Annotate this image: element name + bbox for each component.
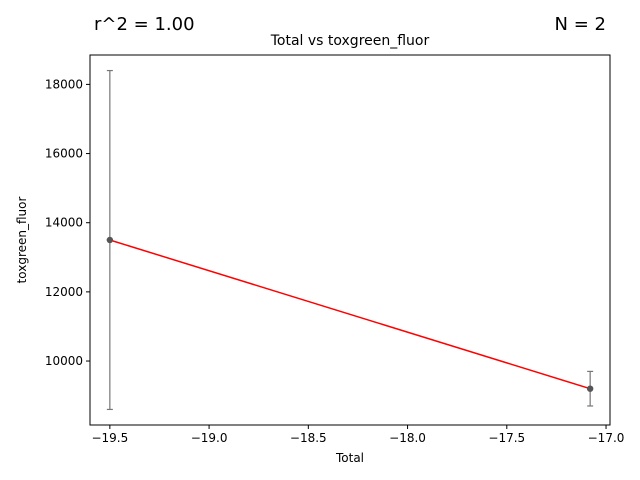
data-point-1 [586,385,594,392]
data-point-0 [106,236,114,244]
x-tick-label-4: −17.5 [488,431,525,445]
x-tick-label-3: −18.0 [389,431,426,445]
x-axis-ticks: −19.5 −19.0 −18.5 −18.0 −17.5 −17.0 [91,425,624,445]
x-axis-label: Total [335,451,364,465]
y-tick-label-2: 14000 [45,216,83,230]
r2-label: r^2 = 1.00 [94,14,195,35]
y-tick-label-3: 16000 [45,147,83,161]
x-tick-label-5: −17.0 [588,431,625,445]
x-tick-label-1: −19.0 [191,431,228,445]
x-tick-label-2: −18.5 [290,431,327,445]
y-tick-label-0: 10000 [45,354,83,368]
n-label: N = 2 [555,14,606,35]
x-tick-label-0: −19.5 [91,431,128,445]
plot-area [106,69,594,411]
y-axis-label: toxgreen_fluor [15,197,29,284]
axes-frame [89,54,611,426]
fit-line [109,239,591,390]
y-tick-label-4: 18000 [45,77,83,91]
y-tick-label-1: 12000 [45,285,83,299]
chart-title: Total vs toxgreen_fluor [270,33,430,49]
y-axis-ticks: 10000 12000 14000 16000 18000 [45,77,90,368]
